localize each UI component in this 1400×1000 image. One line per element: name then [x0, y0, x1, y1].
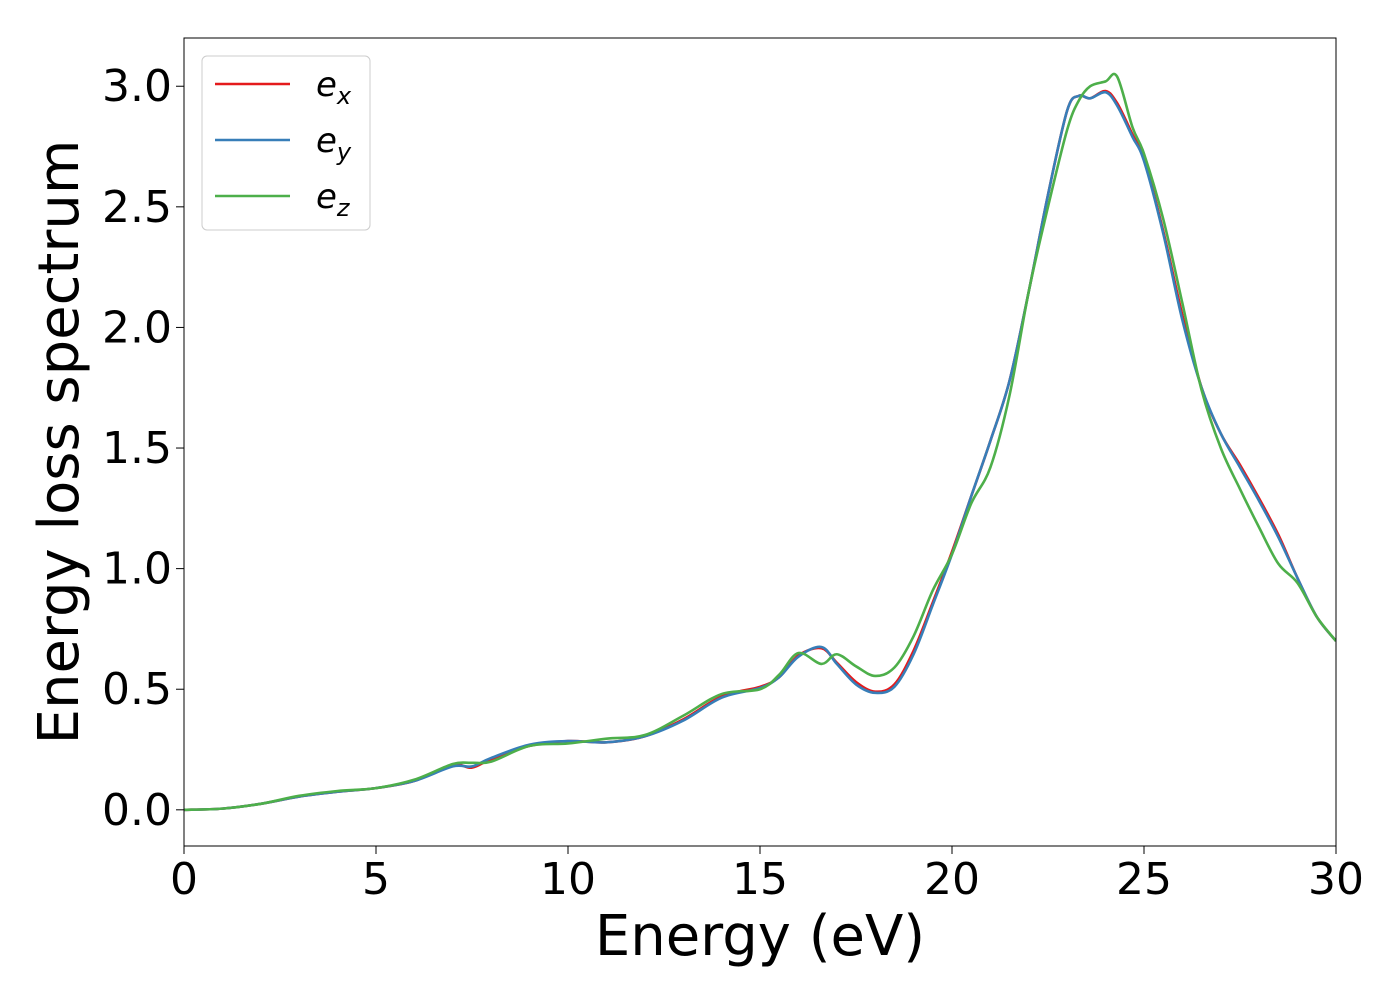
x-tick-label: 25: [1116, 854, 1172, 905]
y-tick-label: 2.0: [102, 302, 172, 353]
legend-label-x: ex: [316, 65, 352, 110]
x-tick-label: 0: [170, 854, 198, 905]
y-axis-title: Energy loss spectrum: [27, 140, 92, 745]
x-tick-label: 20: [924, 854, 980, 905]
legend-label-z: ez: [316, 177, 351, 222]
y-tick-label: 3.0: [102, 61, 172, 112]
y-tick-label: 1.0: [102, 544, 172, 595]
y-tick-label: 1.5: [102, 423, 172, 474]
series-layer: [184, 72, 1336, 812]
x-tick-label: 30: [1308, 854, 1364, 905]
series-line-y: [184, 90, 1336, 812]
series-line-z: [184, 72, 1336, 812]
y-tick-label: 2.5: [102, 182, 172, 233]
x-tick-label: 15: [732, 854, 788, 905]
x-axis-title: Energy (eV): [595, 904, 925, 969]
legend-box: [201, 55, 371, 231]
legend: ex ey ez: [201, 55, 371, 231]
y-axis: 0.0 0.5 1.0 1.5 2.0 2.5 3.0: [102, 61, 184, 836]
x-tick-label: 10: [540, 854, 596, 905]
x-tick-label: 5: [362, 854, 390, 905]
x-axis: 0 5 10 15 20 25 30: [170, 846, 1364, 905]
legend-label-y: ey: [316, 121, 352, 166]
y-tick-label: 0.5: [102, 664, 172, 715]
y-tick-label: 0.0: [102, 785, 172, 836]
